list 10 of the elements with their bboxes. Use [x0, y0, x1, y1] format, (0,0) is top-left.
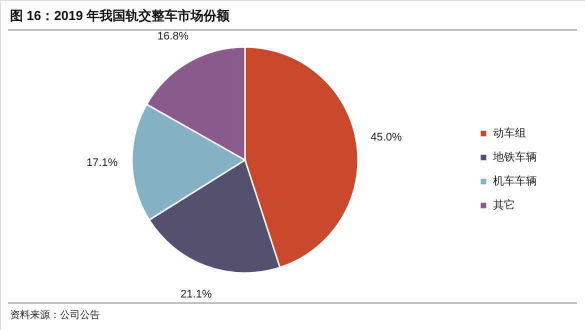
legend-label: 动车组 — [493, 126, 526, 140]
legend-label: 其它 — [493, 198, 515, 212]
chart-title: 图 16：2019 年我国轨交整车市场份额 — [10, 8, 231, 23]
legend-label: 地铁车辆 — [492, 150, 537, 164]
data-label: 45.0% — [370, 132, 402, 144]
legend-label: 机车车辆 — [493, 174, 537, 188]
data-label: 17.1% — [86, 157, 118, 170]
data-label: 21.1% — [180, 288, 212, 300]
data-label: 16.8% — [157, 30, 189, 42]
text: 资料来源：公司公告 — [10, 309, 100, 321]
